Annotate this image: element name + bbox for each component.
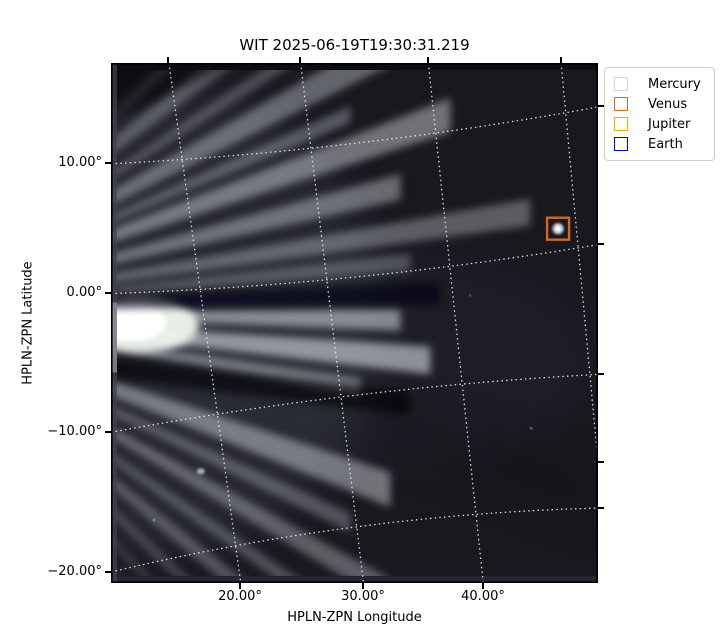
y-tick-label: −10.00° — [47, 424, 102, 439]
x-tick-mark — [482, 583, 484, 589]
right-tick-mark — [598, 507, 604, 509]
legend-swatch-jupiter — [614, 117, 628, 131]
venus-marker-box — [545, 216, 571, 241]
y-tick-mark — [105, 571, 111, 573]
y-tick-mark — [105, 162, 111, 164]
legend-label-mercury: Mercury — [648, 76, 701, 92]
y-tick-mark — [105, 431, 111, 433]
gridline-lon-50 — [560, 63, 598, 463]
x-tick-mark — [362, 583, 364, 589]
x-tick-label: 20.00° — [218, 589, 262, 604]
dark-lanes — [111, 63, 441, 416]
legend-swatch-venus — [614, 97, 628, 111]
legend-swatch-earth — [614, 137, 628, 151]
faint-stars — [152, 294, 533, 522]
legend-item-venus: Venus — [612, 94, 708, 114]
gridline-lon-30 — [299, 63, 365, 583]
plot-title: WIT 2025-06-19T19:30:31.219 — [239, 36, 470, 54]
legend-swatch-mercury — [614, 77, 628, 91]
y-axis-label: HPLN-ZPN Latitude — [20, 261, 36, 385]
top-tick-mark — [427, 57, 429, 63]
y-tick-mark — [105, 292, 111, 294]
legend-item-jupiter: Jupiter — [612, 114, 708, 134]
image-bottom-edge — [111, 575, 598, 583]
legend-item-mercury: Mercury — [612, 74, 708, 94]
plot-area — [111, 63, 598, 583]
y-tick-label: −20.00° — [47, 564, 102, 579]
sky-image-content — [111, 63, 598, 583]
coordinate-grid — [111, 63, 598, 583]
top-tick-mark — [560, 57, 562, 63]
gridline-lat-neg10 — [111, 373, 598, 433]
right-tick-mark — [598, 461, 604, 463]
x-tick-label: 30.00° — [341, 589, 385, 604]
y-tick-label: 0.00° — [66, 285, 102, 300]
top-tick-mark — [299, 57, 301, 63]
x-tick-mark — [239, 583, 241, 589]
gridline-lat-10 — [111, 106, 598, 165]
legend: Mercury Venus Jupiter Earth — [604, 67, 715, 161]
venus-dot — [555, 226, 561, 231]
gridline-lon-20 — [168, 63, 242, 583]
x-axis-label: HPLN-ZPN Longitude — [287, 610, 422, 625]
legend-label-jupiter: Jupiter — [648, 116, 691, 132]
legend-label-earth: Earth — [648, 136, 683, 152]
planet-marker-venus — [545, 216, 571, 241]
right-tick-mark — [598, 105, 604, 107]
image-top-edge — [111, 63, 598, 71]
x-tick-label: 40.00° — [461, 589, 505, 604]
right-tick-mark — [598, 373, 604, 375]
legend-label-venus: Venus — [648, 96, 688, 112]
gridline-lat-0 — [111, 244, 598, 295]
sky-image — [111, 63, 598, 583]
axes-spine — [111, 63, 598, 583]
top-tick-mark — [167, 57, 169, 63]
right-tick-mark — [598, 243, 604, 245]
y-tick-label: 10.00° — [58, 155, 102, 170]
legend-item-earth: Earth — [612, 134, 708, 154]
